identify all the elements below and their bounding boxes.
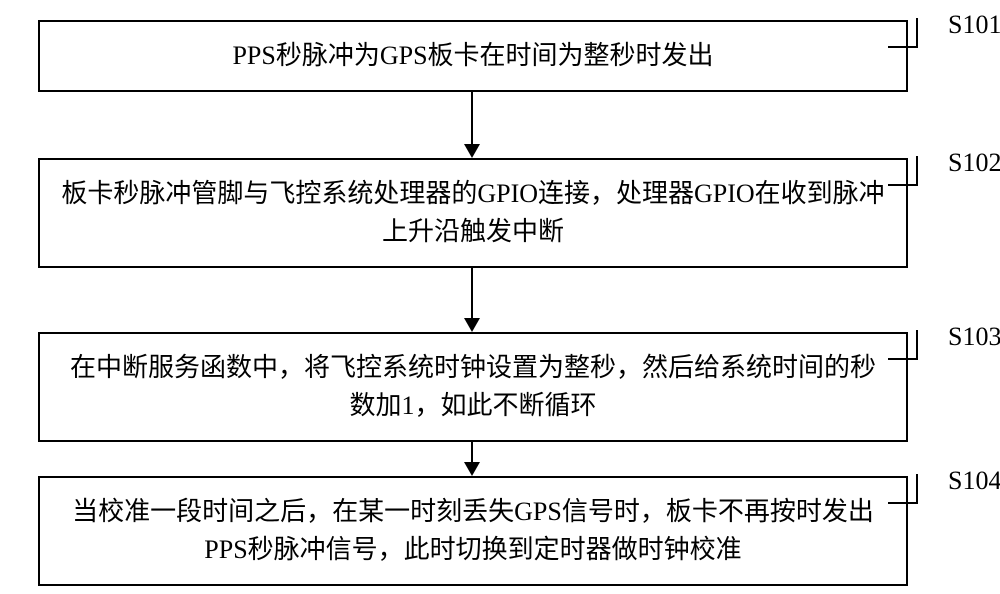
step-box-s103: 在中断服务函数中，将飞控系统时钟设置为整秒，然后给系统时间的秒数加1，如此不断循… — [38, 332, 908, 442]
step-text: 板卡秒脉冲管脚与飞控系统处理器的GPIO连接，处理器GPIO在收到脉冲上升沿触发… — [60, 175, 886, 250]
step-label-s104: S104 — [948, 466, 1000, 496]
step-label-s101: S101 — [948, 10, 1000, 40]
step-text: PPS秒脉冲为GPS板卡在时间为整秒时发出 — [232, 37, 713, 75]
step-box-s104: 当校准一段时间之后，在某一时刻丢失GPS信号时，板卡不再按时发出PPS秒脉冲信号… — [38, 476, 908, 586]
step-box-s101: PPS秒脉冲为GPS板卡在时间为整秒时发出 — [38, 20, 908, 92]
step-label-s102: S102 — [948, 148, 1000, 178]
arrow-head-icon — [464, 318, 480, 332]
arrow-line — [471, 442, 473, 462]
flowchart: PPS秒脉冲为GPS板卡在时间为整秒时发出 S101 板卡秒脉冲管脚与飞控系统处… — [0, 0, 1000, 594]
arrow-line — [471, 268, 473, 318]
step-corner — [888, 474, 918, 504]
arrow-head-icon — [464, 144, 480, 158]
arrow-head-icon — [464, 462, 480, 476]
step-corner — [888, 156, 918, 186]
arrow-line — [471, 92, 473, 144]
step-text: 当校准一段时间之后，在某一时刻丢失GPS信号时，板卡不再按时发出PPS秒脉冲信号… — [60, 493, 886, 568]
step-box-s102: 板卡秒脉冲管脚与飞控系统处理器的GPIO连接，处理器GPIO在收到脉冲上升沿触发… — [38, 158, 908, 268]
step-corner — [888, 18, 918, 48]
step-label-s103: S103 — [948, 322, 1000, 352]
step-text: 在中断服务函数中，将飞控系统时钟设置为整秒，然后给系统时间的秒数加1，如此不断循… — [60, 349, 886, 424]
step-corner — [888, 330, 918, 360]
